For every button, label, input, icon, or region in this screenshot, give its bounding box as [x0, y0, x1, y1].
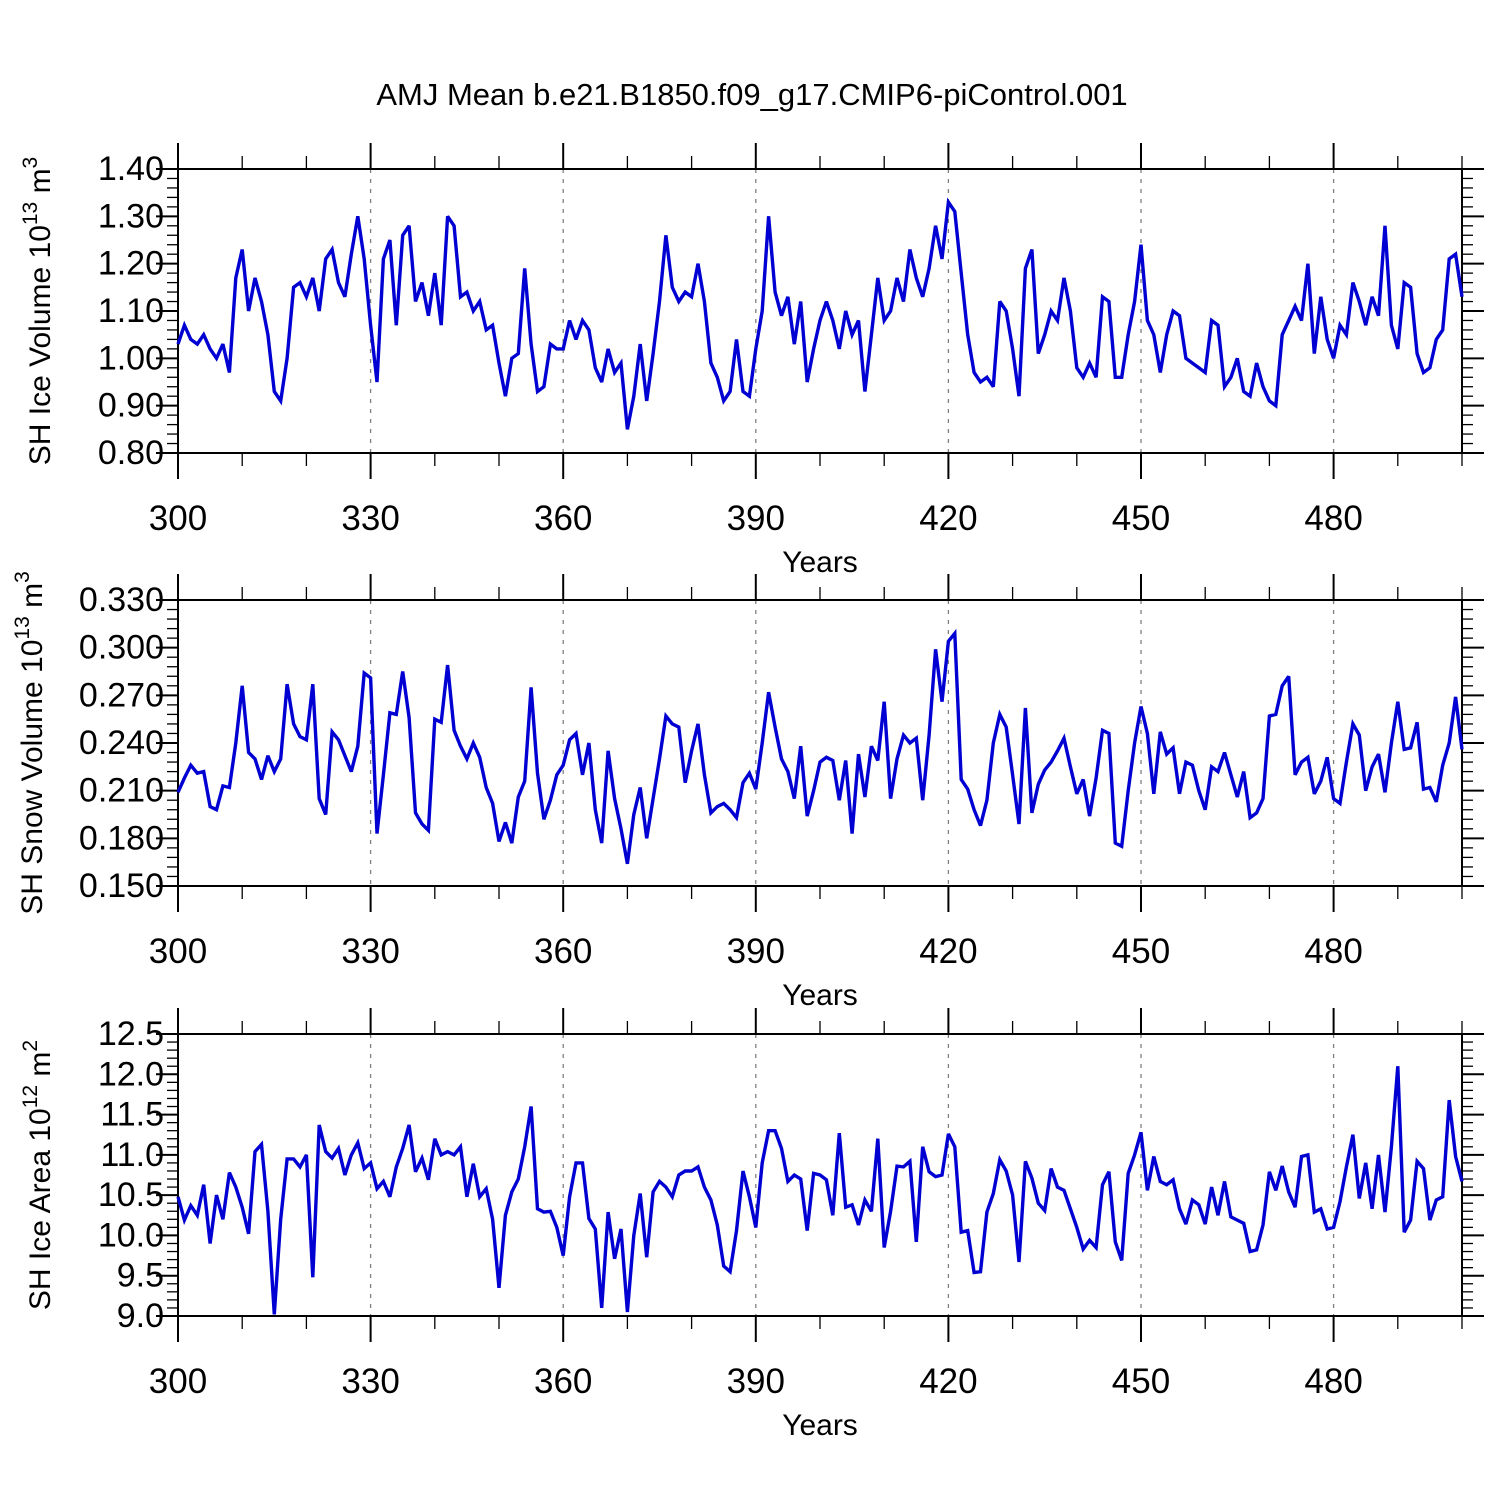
x-tick-label: 480 [1304, 499, 1362, 538]
x-tick-label: 300 [149, 1362, 207, 1401]
x-tick-label: 390 [727, 932, 785, 971]
x-tick-label: 420 [919, 1362, 977, 1401]
x-axis-title-ice-area: Years [782, 1409, 858, 1442]
y-tick-labels-snow-volume: 0.150 0.180 0.210 0.240 0.270 0.300 0.330 [79, 581, 164, 905]
y-tick-label: 0.330 [79, 581, 164, 619]
y-tick-label: 9.0 [117, 1297, 164, 1335]
y-tick-label: 10.5 [98, 1176, 164, 1214]
x-axis-title-snow-volume: Years [782, 979, 858, 1012]
y-tick-label: 0.80 [98, 434, 164, 472]
x-tick-label: 450 [1112, 499, 1170, 538]
line-series-snow-volume [176, 628, 1464, 865]
y-tick-label: 12.5 [98, 1015, 164, 1053]
y-tick-label: 0.300 [79, 629, 164, 667]
gridlines-ice-area [369, 1034, 1335, 1316]
y-axis-title-snow-volume: SH Snow Volume 1013​ m3​ [11, 571, 49, 915]
y-tick-label: 1.10 [98, 292, 164, 330]
x-tick-label: 330 [341, 1362, 399, 1401]
y-tick-label: 10.0 [98, 1216, 164, 1254]
y-tick-labels-ice-area: 9.09.510.010.511.011.512.012.5 [98, 1015, 164, 1335]
x-tick-label: 330 [341, 499, 399, 538]
x-ticks-ice-volume [177, 143, 1463, 479]
y-ticks-ice-area [156, 1033, 1484, 1317]
y-tick-label: 0.270 [79, 676, 164, 714]
x-tick-label: 480 [1304, 1362, 1362, 1401]
x-tick-label: 480 [1304, 932, 1362, 971]
y-tick-label: 1.30 [98, 197, 164, 235]
x-tick-label: 390 [727, 1362, 785, 1401]
line-series-ice-volume [176, 197, 1464, 430]
y-tick-label: 0.90 [98, 387, 164, 425]
y-tick-labels-ice-volume: 0.80 0.90 1.00 1.10 1.20 1.30 1.40 [98, 150, 164, 472]
y-tick-label: 1.20 [98, 245, 164, 283]
y-ticks-ice-volume [156, 168, 1484, 454]
x-tick-labels-ice-volume: 300 330 360 390 420 450 480 [149, 499, 1363, 538]
x-tick-label: 360 [534, 1362, 592, 1401]
x-tick-labels-snow-volume: 300 330 360 390 420 450 480 [149, 932, 1363, 971]
y-tick-label: 1.40 [98, 150, 164, 188]
x-tick-label: 390 [727, 499, 785, 538]
panel-snow-volume: 0.150 0.180 0.210 0.240 0.270 0.300 0.330 300 33… [11, 571, 1484, 1012]
y-axis-title-ice-area: SH Ice Area 1012​ m2​ [19, 1040, 57, 1310]
line-series-ice-area [176, 1066, 1464, 1315]
x-tick-labels-ice-area: 300 330 360 390 420 450 480 [149, 1362, 1363, 1401]
x-tick-label: 330 [341, 932, 399, 971]
x-tick-label: 420 [919, 499, 977, 538]
chart-title: AMJ Mean b.e21.B1850.f09_g17.CMIP6-piCon… [376, 77, 1127, 112]
y-tick-label: 9.5 [117, 1257, 164, 1295]
x-tick-label: 360 [534, 499, 592, 538]
y-tick-label: 11.0 [100, 1136, 164, 1174]
chart-panels: 0.80 0.90 1.00 1.10 1.20 1.30 1.40 300 330 360 390… [11, 143, 1484, 1442]
x-tick-label: 420 [919, 932, 977, 971]
panel-ice-volume: 0.80 0.90 1.00 1.10 1.20 1.30 1.40 300 330 360 390… [19, 143, 1484, 579]
x-tick-label: 360 [534, 932, 592, 971]
gridlines-ice-volume [369, 169, 1335, 453]
x-ticks-ice-area [177, 1008, 1463, 1342]
x-tick-label: 450 [1112, 1362, 1170, 1401]
axis-box-ice-volume [177, 168, 1463, 454]
y-tick-label: 0.210 [79, 772, 164, 810]
y-tick-label: 12.0 [98, 1055, 164, 1093]
y-tick-label: 0.180 [79, 819, 164, 857]
x-ticks-snow-volume [177, 574, 1463, 912]
y-tick-label: 0.240 [79, 724, 164, 762]
x-tick-label: 450 [1112, 932, 1170, 971]
x-tick-label: 300 [149, 499, 207, 538]
gridlines-snow-volume [369, 600, 1335, 886]
y-tick-label: 0.150 [79, 867, 164, 905]
y-ticks-snow-volume [156, 599, 1484, 887]
x-tick-label: 300 [149, 932, 207, 971]
x-axis-title-ice-volume: Years [782, 546, 858, 579]
y-tick-label: 1.00 [98, 339, 164, 377]
y-tick-label: 11.5 [100, 1096, 164, 1134]
y-axis-title-ice-volume: SH Ice Volume 1013​ m3​ [19, 157, 57, 466]
